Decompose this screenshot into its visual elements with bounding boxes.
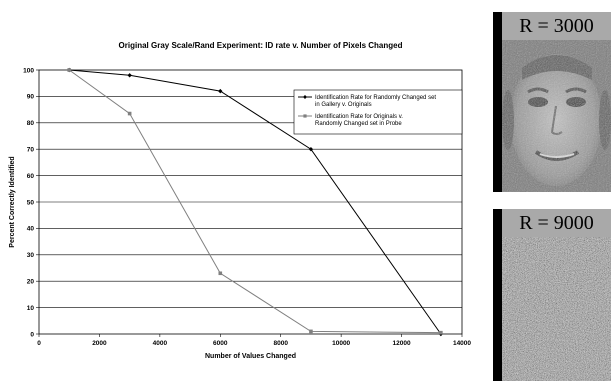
face-image-r9000 <box>502 237 611 381</box>
tick-label-x: 0 <box>37 340 41 347</box>
chart-title: Original Gray Scale/Rand Experiment: ID … <box>119 41 403 50</box>
legend-label: Identification Rate for Originals v. Rand… <box>315 114 403 127</box>
legend-label: Identification Rate for Randomly Changed… <box>315 95 436 108</box>
legend: Identification Rate for Randomly Changed… <box>293 89 463 135</box>
tick-label-y: 30 <box>27 252 35 259</box>
tick-label-y: 50 <box>27 199 35 206</box>
tick-label-y: 40 <box>27 226 35 233</box>
face-panel-r3000: R = 3000 <box>493 12 611 192</box>
series-point-1 <box>218 88 223 94</box>
x-axis-title: Number of Values Changed <box>205 353 296 360</box>
tick-label-y: 0 <box>30 331 34 338</box>
legend-box <box>293 89 463 135</box>
series-point-2 <box>218 271 223 276</box>
tick-label-y: 90 <box>27 94 35 101</box>
tick-label-x: 14000 <box>453 340 471 347</box>
face-image-r3000 <box>502 40 611 192</box>
legend-swatch-marker <box>303 95 307 99</box>
tick-label-x: 12000 <box>393 340 411 347</box>
line-chart: Original Gray Scale/Rand Experiment: ID … <box>9 41 471 360</box>
series-point-2 <box>439 330 443 335</box>
tick-label-x: 8000 <box>273 340 288 347</box>
face-label-r3000: R = 3000 <box>502 12 611 40</box>
chart-area: Original Gray Scale/Rand Experiment: ID … <box>9 41 471 360</box>
tick-label-x: 2000 <box>92 340 107 347</box>
tick-label-y: 70 <box>27 147 35 154</box>
tick-label-y: 80 <box>27 120 35 127</box>
tick-label-x: 6000 <box>213 340 228 347</box>
tick-label-y: 100 <box>23 67 34 74</box>
tick-label-x: 4000 <box>153 340 168 347</box>
tick-label-y: 60 <box>27 173 35 180</box>
series-point-1 <box>308 147 314 152</box>
tick-label-x: 10000 <box>332 340 350 347</box>
series-point-2 <box>127 111 132 116</box>
face-panel-r9000: R = 9000 <box>493 209 611 381</box>
series-point-1 <box>127 73 132 78</box>
tick-label-y: 20 <box>27 279 35 286</box>
face-label-r9000: R = 9000 <box>502 209 611 237</box>
tick-label-y: 10 <box>27 305 35 312</box>
series-point-2 <box>67 68 72 72</box>
y-axis-title: Percent Correctly Identified <box>9 156 16 247</box>
series-point-2 <box>309 329 313 334</box>
legend-swatch-marker <box>303 114 307 118</box>
